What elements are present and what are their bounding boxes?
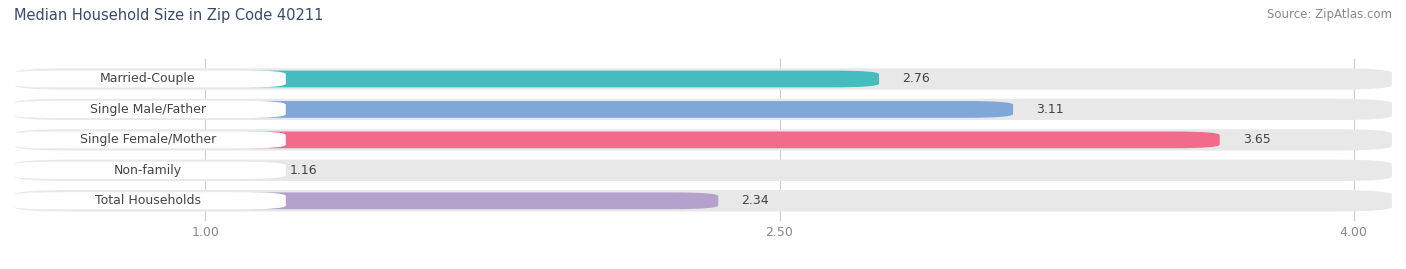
FancyBboxPatch shape	[14, 190, 1392, 211]
FancyBboxPatch shape	[10, 70, 285, 88]
FancyBboxPatch shape	[14, 101, 1012, 118]
FancyBboxPatch shape	[10, 101, 285, 118]
FancyBboxPatch shape	[10, 131, 285, 148]
FancyBboxPatch shape	[14, 132, 1219, 148]
Text: 2.34: 2.34	[741, 194, 769, 207]
Text: Married-Couple: Married-Couple	[100, 72, 195, 86]
Text: Non-family: Non-family	[114, 164, 183, 177]
FancyBboxPatch shape	[10, 192, 285, 210]
Text: Single Male/Father: Single Male/Father	[90, 103, 207, 116]
Text: 3.65: 3.65	[1243, 133, 1271, 146]
Text: Source: ZipAtlas.com: Source: ZipAtlas.com	[1267, 8, 1392, 21]
FancyBboxPatch shape	[14, 68, 1392, 90]
Text: 2.76: 2.76	[903, 72, 929, 86]
Text: Single Female/Mother: Single Female/Mother	[80, 133, 217, 146]
Text: 3.11: 3.11	[1036, 103, 1063, 116]
FancyBboxPatch shape	[14, 162, 267, 179]
Text: Total Households: Total Households	[96, 194, 201, 207]
FancyBboxPatch shape	[14, 70, 879, 87]
FancyBboxPatch shape	[14, 192, 718, 209]
Text: Median Household Size in Zip Code 40211: Median Household Size in Zip Code 40211	[14, 8, 323, 23]
FancyBboxPatch shape	[10, 162, 285, 179]
FancyBboxPatch shape	[14, 99, 1392, 120]
FancyBboxPatch shape	[14, 129, 1392, 151]
FancyBboxPatch shape	[14, 160, 1392, 181]
Text: 1.16: 1.16	[290, 164, 318, 177]
